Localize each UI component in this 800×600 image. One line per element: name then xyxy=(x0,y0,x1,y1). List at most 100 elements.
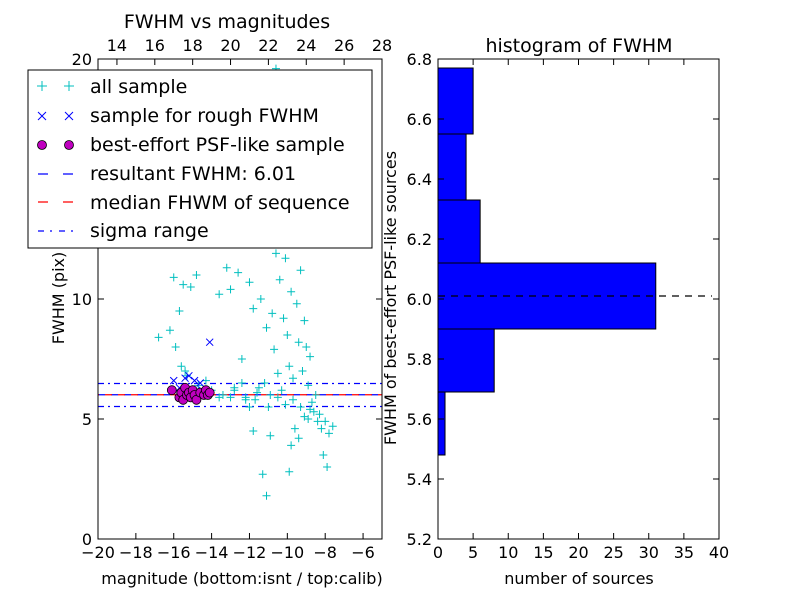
all-sample-point xyxy=(249,304,258,313)
histogram-title: histogram of FWHM xyxy=(485,35,672,57)
all-sample-point xyxy=(275,275,284,284)
x-tick-label: −18 xyxy=(119,543,153,562)
top-x-tick-label: 20 xyxy=(220,36,240,55)
all-sample-point xyxy=(285,362,294,371)
histogram-bar xyxy=(437,391,446,456)
all-sample-point xyxy=(273,369,282,378)
x-tick-label: 20 xyxy=(568,543,588,562)
all-sample-point xyxy=(285,467,294,476)
all-sample-point xyxy=(289,395,298,404)
all-sample-point xyxy=(287,441,296,450)
all-sample-point xyxy=(306,352,315,361)
all-sample-point xyxy=(169,273,178,282)
all-sample-point xyxy=(237,379,246,387)
x-marker-icon xyxy=(37,111,74,121)
top-x-tick-label: 14 xyxy=(107,36,127,55)
all-sample-point xyxy=(262,323,271,332)
all-sample-point xyxy=(245,278,254,287)
legend-entry-all-sample: all sample xyxy=(37,76,187,98)
all-sample-point xyxy=(304,381,313,390)
all-sample-point xyxy=(171,343,180,351)
all-sample-point xyxy=(154,333,163,342)
all-sample-point xyxy=(266,391,275,399)
legend-label: sample for rough FWHM xyxy=(90,105,319,127)
top-axis-ticks: 14 16 18 20 22 24 26 28 xyxy=(107,36,392,65)
x-tick-label: −6 xyxy=(351,543,375,562)
legend-entry-psf-like: best-effort PSF-like sample xyxy=(37,134,345,156)
circle-marker-icon xyxy=(64,140,74,150)
all-sample-point xyxy=(249,427,258,435)
all-sample-point xyxy=(215,393,224,402)
top-x-tick-label: 28 xyxy=(372,36,392,55)
legend-label: median FHWM of sequence xyxy=(90,192,350,214)
all-sample-point xyxy=(226,285,235,294)
y-tick-label: 6.6 xyxy=(407,110,432,129)
all-sample-point xyxy=(319,451,328,459)
x-tick-label: 30 xyxy=(639,543,659,562)
legend-entry-rough-fwhm: sample for rough FWHM xyxy=(37,105,319,127)
all-sample-point xyxy=(241,395,250,404)
all-sample-point xyxy=(222,263,231,272)
all-sample-point xyxy=(230,386,239,395)
top-x-tick-label: 24 xyxy=(296,36,316,55)
y-tick-label: 5.8 xyxy=(407,350,432,369)
legend-entry-median-fwhm: median FHWM of sequence xyxy=(38,192,350,214)
rough-sample-point xyxy=(185,371,193,380)
all-sample-point xyxy=(262,491,271,500)
y-tick-label: 6.0 xyxy=(407,290,432,309)
top-x-tick-label: 16 xyxy=(145,36,165,55)
histogram-y-label: FWHM of best-effort PSF-like sources xyxy=(381,151,400,445)
all-sample-point xyxy=(315,410,324,419)
x-tick-label: 25 xyxy=(603,543,623,562)
x-tick-label: 5 xyxy=(468,543,478,562)
scatter-y-label: FWHM (pix) xyxy=(49,252,68,345)
all-sample-point xyxy=(281,400,290,409)
all-sample-point xyxy=(287,287,296,296)
all-sample-point xyxy=(251,395,260,404)
all-sample-point xyxy=(294,434,303,443)
scatter-y-top-label: 20 xyxy=(72,50,92,69)
psf-sample-point xyxy=(166,385,177,396)
rough-sample-point xyxy=(196,379,205,387)
x-tick-label: 40 xyxy=(709,543,729,562)
all-sample-point xyxy=(321,417,330,426)
histogram-data xyxy=(437,67,712,456)
all-sample-point xyxy=(296,403,305,411)
all-sample-point xyxy=(254,383,263,392)
x-tick-label: 15 xyxy=(533,543,553,562)
y-tick-label: 5 xyxy=(82,410,92,429)
all-sample-point xyxy=(266,431,275,440)
all-sample-point xyxy=(302,343,311,351)
all-sample-point xyxy=(279,314,288,323)
all-sample-point xyxy=(177,362,186,371)
top-x-tick-label: 22 xyxy=(258,36,278,55)
legend-entry-resultant-fwhm: resultant FWHM: 6.01 xyxy=(38,163,296,185)
y-tick-label: 0 xyxy=(82,530,92,549)
all-sample-point xyxy=(237,355,246,363)
all-sample-point xyxy=(296,266,305,275)
x-tick-label: 35 xyxy=(674,543,694,562)
legend-label: sigma range xyxy=(90,220,209,242)
histogram-x-label: number of sources xyxy=(504,569,654,588)
histogram-panel: histogram of FWHM 0 5 10 15 20 25 30 35 40 5.2 5.4… xyxy=(381,35,729,588)
histogram-bar xyxy=(437,328,495,393)
plus-marker-icon xyxy=(37,81,74,91)
rough-sample-point xyxy=(181,374,189,383)
all-sample-point xyxy=(304,415,313,423)
all-sample-point xyxy=(260,379,269,387)
all-sample-point xyxy=(271,249,280,258)
rough-sample-point xyxy=(190,376,199,385)
all-sample-point xyxy=(186,283,195,291)
rough-sample-point xyxy=(169,376,178,385)
all-sample-point xyxy=(324,429,333,438)
all-sample-point xyxy=(277,386,286,395)
histogram-bar xyxy=(437,67,474,135)
all-sample-point xyxy=(298,367,307,375)
all-sample-point xyxy=(264,403,273,411)
x-tick-label: −8 xyxy=(313,543,337,562)
all-sample-point xyxy=(328,422,337,431)
scatter-panel: FWHM vs magnitudes 14 16 18 20 22 24 26 28 −20−… xyxy=(27,11,392,588)
all-sample-point xyxy=(175,307,184,315)
scatter-legend: all sample sample for rough FWHM best-ef… xyxy=(27,69,373,249)
